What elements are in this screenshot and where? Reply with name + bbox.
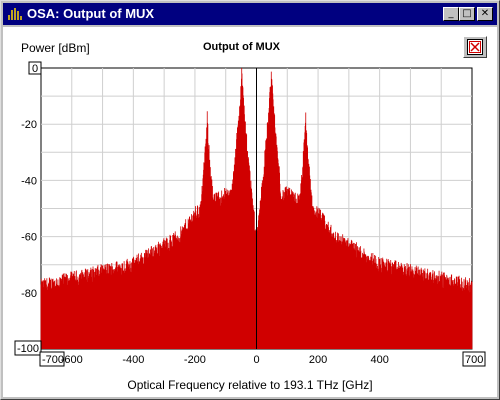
- y-tick-labels: 0 -20 -40 -60 -80 -100: [14, 61, 42, 356]
- x-tick-label: 700: [465, 354, 483, 366]
- print-icon: [467, 39, 483, 55]
- close-button[interactable]: ✕: [477, 7, 493, 21]
- x-tick-label: -400: [122, 354, 144, 366]
- y-tick-label: -60: [21, 232, 37, 244]
- window-title: OSA: Output of MUX: [27, 6, 155, 21]
- y-tick-label: -20: [21, 119, 37, 131]
- x-min-input-box: [39, 351, 65, 367]
- y-tick-label: -40: [21, 175, 37, 187]
- y-tick-label: -80: [21, 288, 37, 300]
- y-axis-label: Power [dBm]: [21, 41, 90, 55]
- x-max-input-box: [462, 351, 486, 367]
- minimize-button[interactable]: _: [443, 7, 459, 21]
- x-tick-labels: -700-600 -400 -200 0 200 400 700: [39, 351, 486, 367]
- chart-title: Output of MUX: [203, 41, 280, 53]
- y-max-input-box: [28, 61, 42, 75]
- maximize-button[interactable]: □: [459, 7, 475, 21]
- title-bar[interactable]: OSA: Output of MUX _ □ ✕: [3, 3, 497, 25]
- plot-area: Power [dBm] Output of MUX 0 -20 -40 -60 -80 -…: [3, 27, 497, 397]
- x-axis-label: Optical Frequency relative to 193.1 THz …: [127, 378, 373, 392]
- y-min-input-box: [14, 340, 42, 356]
- print-button[interactable]: [463, 36, 487, 58]
- x-tick-label: -700: [42, 354, 64, 366]
- x-tick-label: 0: [253, 354, 259, 366]
- x-tick-label: 200: [309, 354, 327, 366]
- y-tick-label: -100: [17, 343, 39, 355]
- y-tick-label: 0: [32, 63, 38, 75]
- x-tick-label: 400: [370, 354, 388, 366]
- x-tick-label: -600: [61, 354, 83, 366]
- spectrum-chart[interactable]: 0 -20 -40 -60 -80 -100 -700-600 -400 -200 0 200 40…: [3, 27, 497, 377]
- x-tick-label: -200: [184, 354, 206, 366]
- osa-app-icon: [7, 7, 23, 21]
